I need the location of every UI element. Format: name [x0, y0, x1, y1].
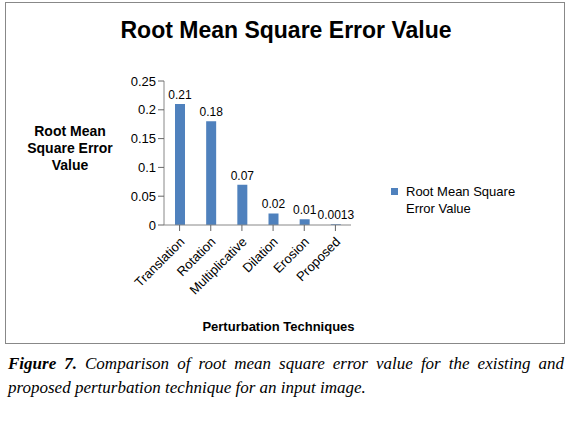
- html-text:Figure 7.: Figure 7.: [8, 354, 77, 373]
- svg-text:0.25: 0.25: [131, 74, 156, 89]
- svg-text:Multiplicative: Multiplicative: [186, 234, 250, 298]
- svg-text:0.18: 0.18: [199, 105, 223, 119]
- svg-text:0.05: 0.05: [131, 189, 156, 204]
- svg-text:0.1: 0.1: [138, 160, 156, 175]
- svg-text:0.01: 0.01: [293, 203, 317, 217]
- svg-text:Rotation: Rotation: [173, 234, 219, 279]
- html-text:Comparison of root mean square: Comparison of root mean square error val…: [8, 354, 564, 397]
- svg-text:Translation: Translation: [131, 234, 188, 290]
- html-text:Perturbation Techniques: Perturbation Techniques: [202, 319, 355, 334]
- svg-text:0.07: 0.07: [231, 169, 255, 183]
- html-text:Root Mean Square Error Value: Root Mean Square Error Value: [27, 123, 113, 173]
- svg-text:Proposed: Proposed: [293, 234, 343, 284]
- svg-text:0.15: 0.15: [131, 131, 156, 146]
- svg-text:0.02: 0.02: [262, 197, 286, 211]
- html-text:Root Mean Square Error Value: Root Mean Square Error Value: [406, 184, 516, 216]
- html-text:Root Mean Square Error Value: Root Mean Square Error Value: [120, 17, 452, 43]
- svg-text:0: 0: [149, 218, 156, 233]
- svg-text:0.0013: 0.0013: [317, 208, 354, 222]
- svg-text:0.21: 0.21: [168, 88, 192, 102]
- svg-text:0.2: 0.2: [138, 102, 156, 117]
- svg-text:Dilation: Dilation: [239, 234, 281, 276]
- svg-text:Erosion: Erosion: [270, 234, 312, 276]
